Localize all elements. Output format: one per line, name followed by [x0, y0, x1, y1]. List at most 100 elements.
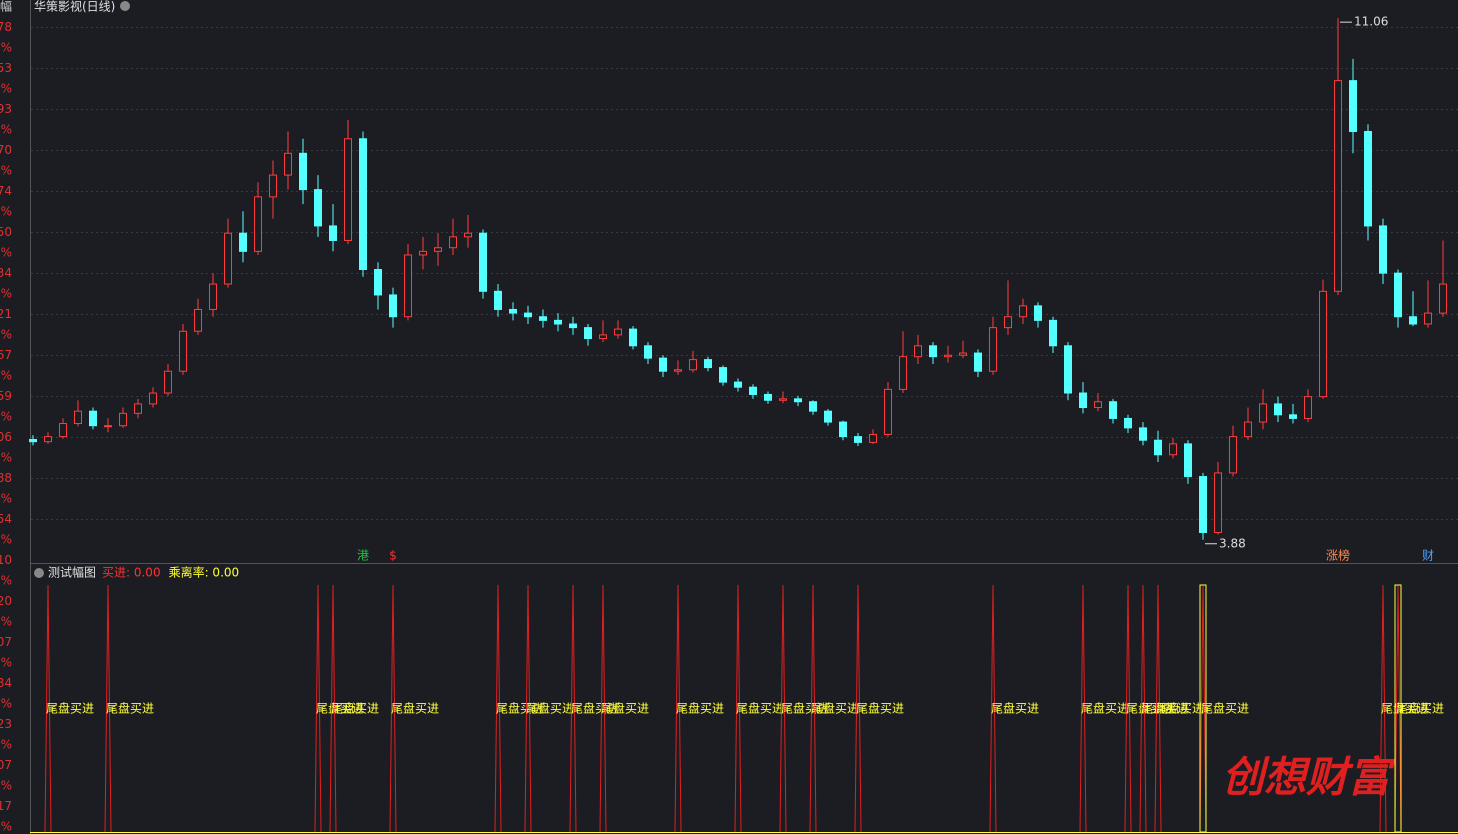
- candle-body: [1184, 443, 1192, 478]
- axis-label: 10: [0, 553, 12, 567]
- signal-spike: [524, 584, 532, 833]
- signal-label: 尾盘买进: [331, 701, 379, 716]
- candle-body: [404, 254, 412, 318]
- candle-body: [929, 345, 937, 358]
- axis-label: %: [1, 410, 12, 424]
- signal-spike: [1379, 584, 1387, 833]
- signal-spike: [494, 584, 502, 833]
- candle-body: [914, 345, 922, 358]
- candle-body: [689, 359, 697, 371]
- candle-body: [479, 232, 487, 292]
- axis-label: 74: [0, 184, 12, 198]
- candle-body: [584, 327, 592, 340]
- indicator-legend: 买进: 0.00: [102, 566, 161, 580]
- axis-label: %: [1, 41, 12, 55]
- candle-body: [899, 356, 907, 390]
- event-marker: $: [389, 549, 397, 563]
- candle-body: [644, 345, 652, 359]
- axis-label: 88: [0, 471, 12, 485]
- signal-label: 尾盘买进: [1381, 701, 1429, 716]
- candle-body: [509, 308, 517, 314]
- candle-body: [494, 290, 502, 310]
- signal-label: 尾盘买进: [991, 701, 1039, 716]
- candle-body: [1139, 427, 1147, 441]
- signal-label: 尾盘买进: [1156, 701, 1204, 716]
- signal-label: 尾盘买进: [811, 701, 859, 716]
- candle-body: [1124, 417, 1132, 429]
- candle-body: [974, 352, 982, 372]
- axis-label: %: [1, 123, 12, 137]
- axis-label: 23: [0, 717, 12, 731]
- axis-label: %: [1, 164, 12, 178]
- axis-label: %: [1, 451, 12, 465]
- candle-body: [659, 357, 667, 372]
- axis-label: 07: [0, 758, 12, 772]
- candle-body: [359, 138, 367, 271]
- axis-label: %: [1, 287, 12, 301]
- axis-label: %: [1, 246, 12, 260]
- candle-body: [629, 328, 637, 347]
- candle-body: [1364, 130, 1372, 227]
- candle-body: [1274, 403, 1282, 416]
- candle-body: [1229, 436, 1237, 474]
- signal-spike: [1079, 584, 1087, 833]
- axis-label: %: [1, 820, 12, 834]
- axis-label: 67: [0, 348, 12, 362]
- candle-body: [284, 152, 292, 176]
- signal-spike: [389, 584, 397, 833]
- candle-body: [1094, 401, 1102, 409]
- candle-body: [1109, 401, 1117, 419]
- dropdown-icon[interactable]: [34, 568, 44, 578]
- signal-label: 尾盘买进: [781, 701, 829, 716]
- candle-body: [239, 232, 247, 252]
- candle-body: [854, 436, 862, 443]
- signal-label: 尾盘买进: [856, 701, 904, 716]
- candle-body: [779, 398, 787, 401]
- candle-body: [89, 410, 97, 427]
- candle-body: [1394, 272, 1402, 318]
- dropdown-icon[interactable]: [120, 1, 130, 11]
- axis-label: 59: [0, 389, 12, 403]
- candle-body: [884, 388, 892, 435]
- candle-body: [194, 308, 202, 332]
- candle-body: [1004, 316, 1012, 329]
- candle-body: [1259, 403, 1267, 423]
- candle-body: [434, 247, 442, 252]
- indicator-title: 测试幅图: [48, 565, 96, 580]
- signal-spike: [329, 584, 337, 833]
- candle-body: [569, 323, 577, 329]
- signal-label: 尾盘买进: [316, 701, 364, 716]
- axis-label: %: [1, 492, 12, 506]
- candle-body: [104, 425, 112, 428]
- watermark: 创想财富: [1222, 753, 1396, 802]
- signal-label: 尾盘买进: [46, 701, 94, 716]
- price-annotation: 3.88: [1219, 536, 1246, 550]
- candle-body: [179, 330, 187, 372]
- axis-label: 54: [0, 512, 12, 526]
- candle-body: [794, 398, 802, 403]
- indicator-legend: 乘离率: 0.00: [169, 565, 240, 580]
- candle-body: [449, 236, 457, 249]
- candle-body: [1169, 443, 1177, 456]
- event-marker: 港: [357, 549, 369, 563]
- stock-title: 华策影视(日线): [34, 0, 115, 14]
- signal-spike: [599, 584, 607, 833]
- signal-spike: [674, 584, 682, 833]
- candle-body: [989, 327, 997, 372]
- candle-body: [764, 393, 772, 401]
- candle-body: [209, 283, 217, 310]
- candle-body: [599, 334, 607, 340]
- candle-body: [134, 403, 142, 414]
- candle-body: [389, 294, 397, 318]
- axis-label: %: [1, 82, 12, 96]
- axis-label: 93: [0, 102, 12, 116]
- signal-label: 尾盘买进: [571, 701, 619, 716]
- candle-body: [59, 423, 67, 438]
- axis-label: %: [1, 615, 12, 629]
- axis-label: 53: [0, 61, 12, 75]
- candle-body: [329, 225, 337, 241]
- axis-label: 07: [0, 635, 12, 649]
- signal-spike: [779, 584, 787, 833]
- signal-label: 尾盘买进: [1126, 701, 1174, 716]
